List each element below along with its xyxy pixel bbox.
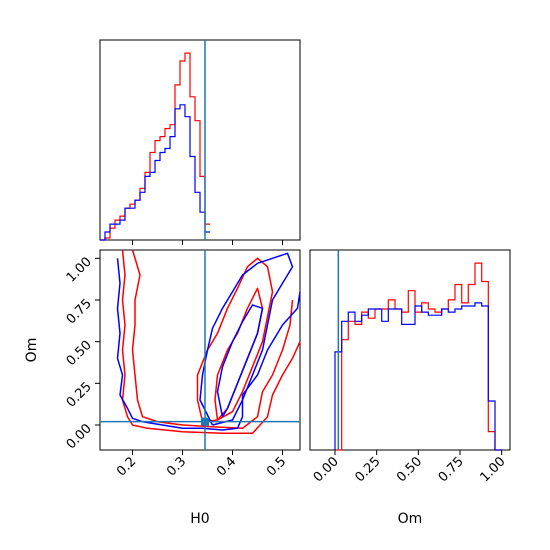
panel-contour-h0-om: 0.2 0.3 0.4 0.5 0.00 0.25 0.50 0.75 1.00 H0 Om bbox=[24, 249, 301, 527]
contour-x-ticks: 0.2 0.3 0.4 0.5 bbox=[114, 450, 289, 479]
hist-om-x-tick-label: 0.25 bbox=[352, 454, 383, 485]
hist-om-series bbox=[334, 262, 502, 451]
contour-line-blue-4 bbox=[116, 258, 301, 431]
x-axis-title-h0: H0 bbox=[190, 511, 209, 527]
hist-om-step-blue bbox=[334, 302, 502, 451]
contour-y-tick-label: 0.25 bbox=[64, 380, 95, 411]
contour-truth-marker bbox=[201, 417, 209, 426]
panel-hist-h0 bbox=[99, 39, 301, 245]
contour-x-tick-label: 0.4 bbox=[214, 454, 239, 479]
contour-line-red-1 bbox=[131, 249, 294, 430]
contour-x-tick-label: 0.5 bbox=[264, 454, 289, 479]
panel-frame-contour bbox=[99, 249, 301, 451]
contour-y-tick-label: 0.75 bbox=[64, 296, 95, 327]
hist-om-step-red bbox=[335, 262, 502, 451]
panel-frame-hist-om bbox=[309, 249, 511, 451]
contour-series bbox=[116, 249, 301, 435]
hist-om-x-tick-label: 0.50 bbox=[394, 454, 425, 485]
contour-line-red-0 bbox=[121, 249, 301, 435]
hist-om-x-tick-label: 1.00 bbox=[477, 454, 508, 485]
y-axis-title-om: Om bbox=[24, 338, 40, 363]
contour-y-tick-label: 0.00 bbox=[64, 421, 95, 452]
hist-h0-ticks bbox=[132, 240, 283, 245]
contour-y-ticks: 0.00 0.25 0.50 0.75 1.00 bbox=[64, 255, 100, 452]
hist-om-x-ticks: 0.00 0.25 0.50 0.75 1.00 bbox=[311, 450, 508, 485]
contour-y-tick-label: 1.00 bbox=[64, 255, 95, 286]
contour-x-tick-label: 0.2 bbox=[114, 454, 139, 479]
hist-h0-step-red bbox=[100, 52, 210, 241]
panel-frame-hist-h0 bbox=[99, 39, 301, 241]
hist-h0-step-blue bbox=[100, 104, 210, 241]
contour-x-tick-label: 0.3 bbox=[164, 454, 189, 479]
contour-line-blue-5 bbox=[199, 252, 294, 426]
panel-hist-om: 0.00 0.25 0.50 0.75 1.00 Om bbox=[309, 249, 511, 527]
hist-h0-series bbox=[100, 52, 210, 241]
contour-line-red-2 bbox=[196, 257, 274, 423]
contour-line-blue-6 bbox=[216, 304, 264, 418]
hist-om-x-tick-label: 0.00 bbox=[311, 454, 342, 485]
x-axis-title-om: Om bbox=[398, 511, 423, 527]
contour-y-tick-label: 0.50 bbox=[64, 338, 95, 369]
hist-om-x-tick-label: 0.75 bbox=[436, 454, 467, 485]
